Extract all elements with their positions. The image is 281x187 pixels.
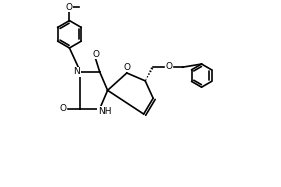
- Text: O: O: [66, 3, 73, 12]
- Text: N: N: [73, 68, 80, 76]
- Text: O: O: [124, 63, 131, 72]
- Text: O: O: [166, 62, 173, 71]
- Text: NH: NH: [98, 107, 111, 116]
- Text: O: O: [59, 104, 66, 113]
- Text: O: O: [92, 50, 99, 59]
